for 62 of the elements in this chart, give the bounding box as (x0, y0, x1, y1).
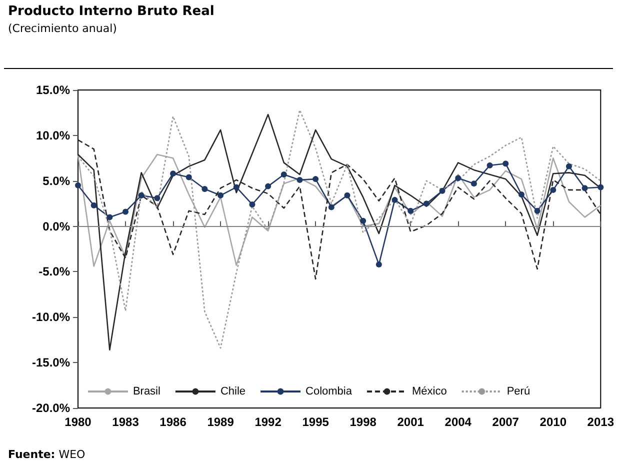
point (455, 175, 462, 182)
y-tick-label: -5.0% (38, 264, 70, 279)
point (502, 160, 509, 167)
point (518, 191, 524, 198)
point (106, 214, 113, 220)
point (376, 261, 382, 268)
point (202, 186, 208, 192)
y-tick-label: 0.0% (42, 219, 70, 234)
point (566, 163, 572, 170)
point (392, 196, 398, 203)
point (598, 184, 604, 190)
x-tick-label: 2007 (492, 415, 520, 429)
x-tick-label: 1995 (302, 415, 330, 429)
y-tick-label: -10.0% (32, 310, 70, 324)
point (312, 176, 319, 182)
point (486, 162, 493, 168)
x-tick-label: 1989 (207, 415, 234, 429)
x-tick-label: 1986 (160, 415, 187, 429)
legend-label: México (412, 386, 447, 398)
point (360, 218, 366, 224)
point (296, 176, 303, 183)
point (439, 188, 446, 194)
point (328, 204, 334, 210)
point (218, 192, 224, 198)
chart-title: Producto Interno Bruto Real (8, 4, 214, 19)
x-tick-label: 1980 (64, 415, 92, 429)
point (534, 208, 540, 214)
point (138, 192, 144, 198)
legend-label: Perú (506, 386, 530, 398)
legend-label: Colombia (306, 386, 353, 398)
point (233, 184, 240, 190)
point (122, 208, 129, 215)
point (265, 183, 272, 190)
x-tick-label: 2001 (397, 415, 424, 429)
x-tick-label: 1998 (350, 415, 377, 429)
point (550, 186, 556, 193)
y-tick-label: -20.0% (32, 401, 70, 415)
point (249, 201, 256, 208)
point (280, 172, 287, 178)
legend-label: Brasil (132, 386, 160, 398)
point (408, 208, 414, 214)
x-tick-label: 2004 (444, 415, 472, 429)
point (170, 170, 176, 177)
legend-label: Chile (220, 386, 246, 398)
x-tick-label: 2013 (587, 415, 614, 429)
point (186, 174, 192, 180)
x-tick-label: 1992 (254, 415, 282, 429)
y-tick-label: 10.0% (36, 128, 70, 142)
point (582, 185, 588, 192)
y-tick-label: 5.0% (42, 174, 70, 188)
point (423, 200, 430, 207)
point (470, 180, 477, 187)
x-tick-label: 2010 (540, 415, 567, 429)
point (90, 202, 97, 208)
point (75, 182, 81, 188)
y-tick-label: -15.0% (32, 356, 70, 370)
y-tick-label: 15.0% (36, 83, 70, 97)
point (154, 195, 160, 202)
chart-subtitle: (Crecimiento anual) (8, 22, 117, 35)
source-note: Fuente: WEO (8, 448, 86, 461)
x-tick-label: 1983 (112, 415, 140, 429)
point (344, 192, 350, 198)
